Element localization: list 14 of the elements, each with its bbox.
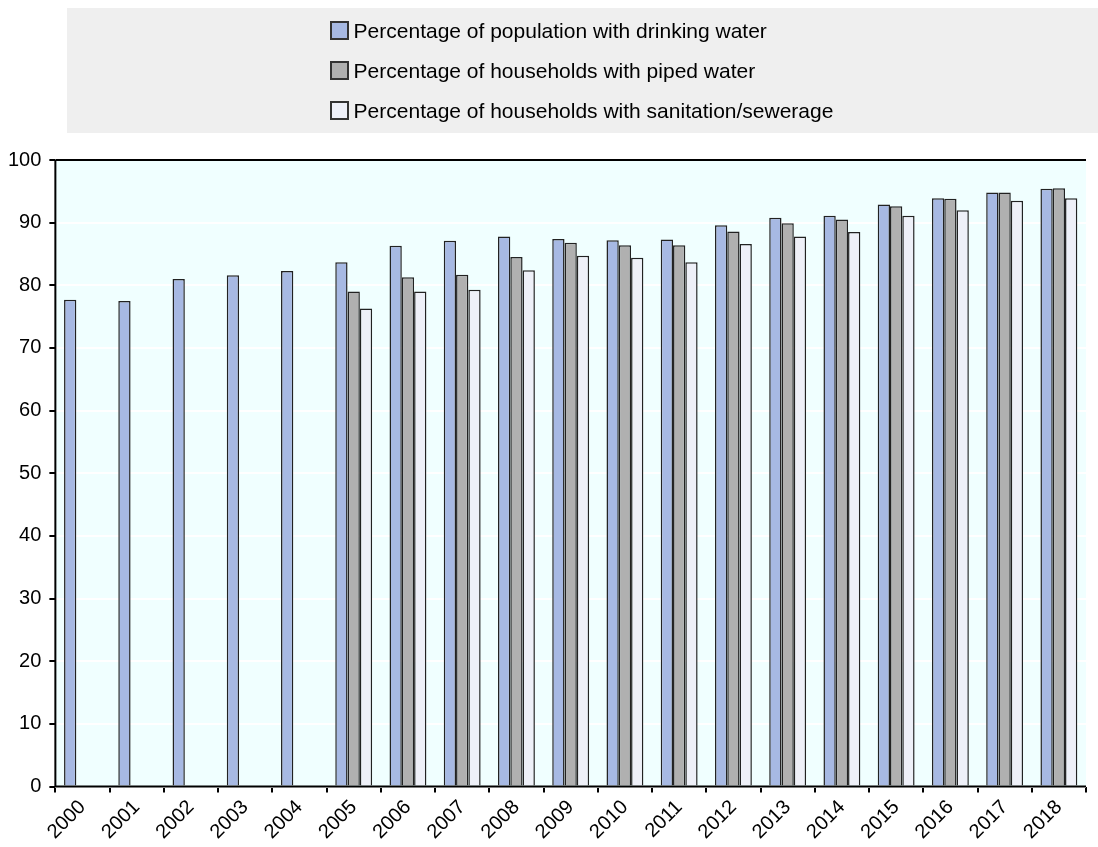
y-tick-label: 50 (19, 460, 42, 483)
legend-label: Percentage of households with sanitation/sewerage (353, 98, 834, 123)
y-tick-label: 10 (19, 711, 42, 734)
legend-label: Percentage of households with piped water (353, 58, 756, 83)
legend-label: Percentage of population with drinking water (353, 18, 767, 43)
y-tick-label: 60 (19, 398, 42, 421)
y-tick-label: 70 (19, 335, 42, 358)
y-tick-label: 20 (19, 648, 42, 671)
y-tick-label: 100 (7, 147, 42, 170)
y-tick-label: 30 (19, 586, 42, 609)
y-tick-label: 40 (19, 523, 42, 546)
y-tick-label: 80 (19, 272, 42, 295)
y-tick-label: 90 (19, 210, 42, 233)
y-tick-label: 0 (30, 774, 42, 797)
